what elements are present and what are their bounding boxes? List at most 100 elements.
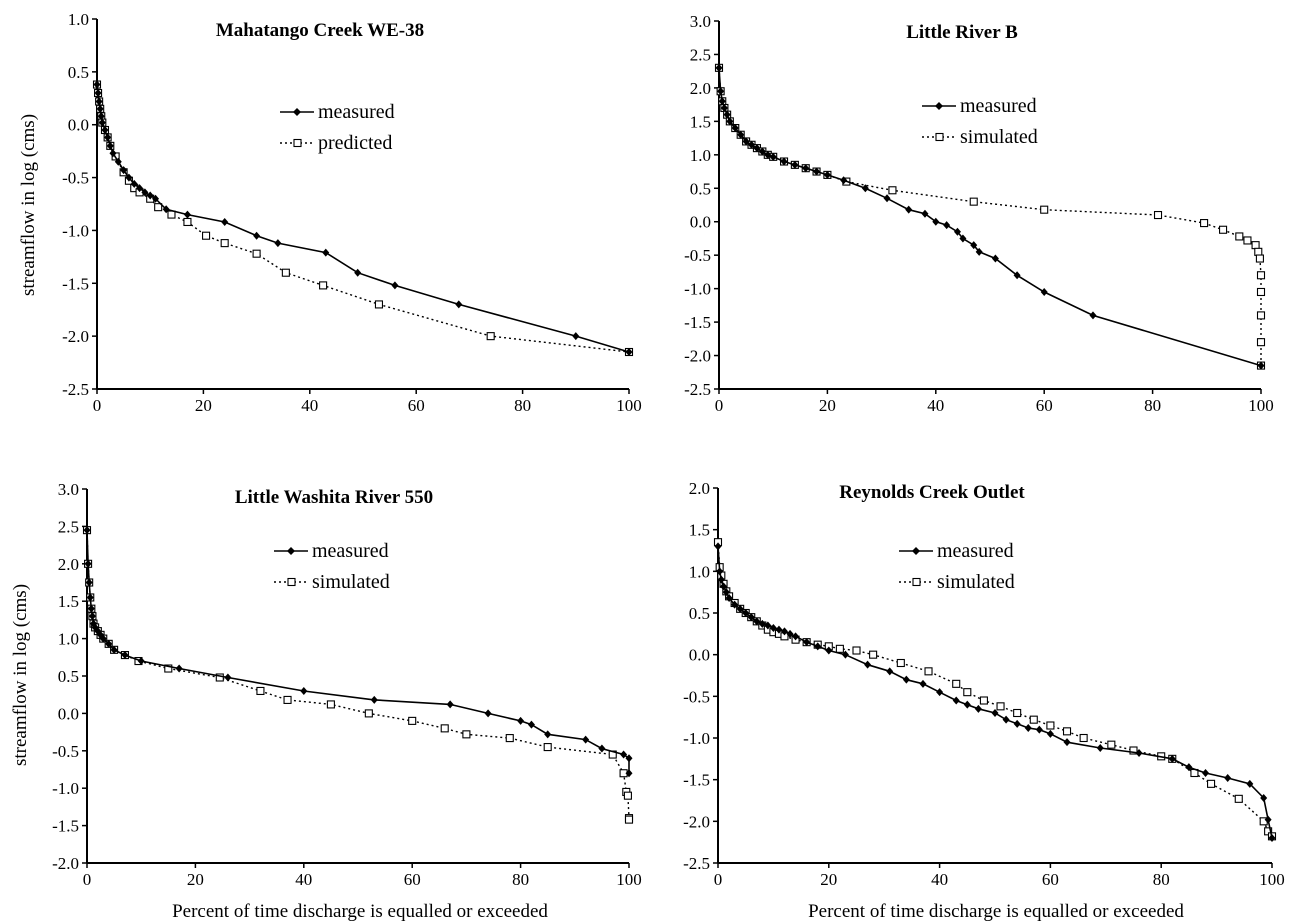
y-tick-label: 3.0	[58, 480, 79, 499]
data-point-simulated	[888, 186, 897, 195]
data-point-measured	[446, 700, 454, 709]
panel-title: Mahatango Creek WE-38	[216, 20, 424, 41]
data-point-measured	[1185, 763, 1193, 772]
data-point-simulated	[924, 667, 933, 676]
data-point-measured	[722, 588, 730, 597]
data-point-measured	[717, 87, 725, 96]
data-point-measured	[975, 247, 983, 256]
y-tick-label: -2.0	[684, 347, 711, 366]
legend-label-measured: measured	[318, 101, 395, 123]
data-point-measured	[106, 141, 114, 150]
data-point-simulated	[1200, 219, 1209, 228]
data-point-measured	[1264, 815, 1272, 824]
data-point-measured	[625, 769, 633, 778]
panel-title: Little River B	[906, 22, 1018, 43]
data-point-measured	[731, 600, 739, 609]
data-point-measured	[718, 97, 726, 106]
y-tick-label: -2.5	[683, 854, 710, 873]
data-point-simulated	[896, 658, 905, 668]
x-tick-label: 40	[295, 870, 312, 889]
y-tick-label: -0.5	[52, 742, 79, 761]
data-point-simulated	[1255, 254, 1264, 263]
data-point-measured	[813, 167, 821, 176]
y-tick-label: 1.0	[689, 562, 710, 581]
data-point-simulated	[440, 724, 449, 733]
data-point-measured	[803, 638, 811, 647]
data-point-measured	[322, 248, 330, 257]
data-point-simulated	[1251, 241, 1260, 250]
x-tick-label: 60	[1042, 870, 1059, 889]
data-point-measured	[1096, 744, 1104, 752]
data-point-simulated	[283, 695, 292, 704]
legend-label-measured: measured	[312, 540, 389, 562]
data-point-measured	[753, 617, 761, 626]
panel-title: Little Washita River 550	[235, 487, 433, 508]
data-point-simulated	[1079, 733, 1088, 743]
data-point-measured	[905, 205, 913, 214]
data-point-measured	[121, 651, 129, 660]
data-point-predicted	[281, 268, 290, 277]
y-tick-label: -1.5	[62, 274, 89, 293]
y-tick-label: 0.0	[689, 646, 710, 665]
data-point-simulated	[1040, 205, 1049, 214]
data-point-measured	[183, 210, 191, 219]
data-point-measured	[959, 234, 967, 243]
data-point-simulated	[835, 644, 844, 653]
data-point-measured	[720, 582, 728, 591]
data-point-simulated	[1254, 247, 1263, 256]
data-point-measured	[731, 124, 739, 133]
data-point-measured	[95, 97, 103, 106]
y-tick-label: -2.0	[62, 327, 89, 346]
data-point-measured	[991, 254, 999, 263]
y-tick-label: 2.0	[58, 555, 79, 574]
data-point-measured	[786, 629, 794, 638]
x-tick-label: 80	[512, 870, 529, 889]
x-tick-label: 40	[931, 870, 948, 889]
data-point-measured	[742, 137, 750, 146]
data-point-predicted	[167, 210, 176, 219]
data-point-simulated	[1219, 225, 1228, 234]
data-point-simulated	[1129, 746, 1138, 755]
data-point-measured	[1024, 724, 1032, 732]
data-point-simulated	[979, 696, 988, 705]
x-tick-label: 20	[195, 396, 212, 415]
y-tick-label: -1.5	[52, 817, 79, 836]
data-point-measured	[952, 696, 960, 705]
data-point-predicted	[202, 231, 211, 240]
data-point-measured	[714, 542, 722, 551]
data-point-measured	[921, 209, 929, 218]
y-tick-label: -1.5	[684, 313, 711, 332]
data-point-simulated	[1243, 236, 1252, 245]
y-tick-label: 1.5	[58, 592, 79, 611]
data-point-measured	[274, 239, 282, 248]
data-point-measured	[253, 231, 261, 240]
data-point-simulated	[364, 709, 373, 718]
x-tick-label: 40	[927, 396, 944, 415]
data-point-measured	[764, 621, 772, 630]
data-point-measured	[162, 205, 170, 214]
x-axis-label-right: Percent of time discharge is equalled or…	[808, 901, 1184, 922]
data-point-predicted	[154, 203, 163, 212]
y-axis-label-top: streamflow in log (cms)	[18, 114, 39, 296]
data-point-measured	[98, 118, 106, 127]
data-point-measured	[141, 188, 149, 197]
legend-label-simulated: simulated	[960, 126, 1038, 148]
data-point-predicted	[486, 332, 495, 341]
data-point-measured	[104, 133, 112, 142]
legend-label-predicted: predicted	[318, 132, 392, 154]
y-tick-label: -2.0	[52, 854, 79, 873]
y-tick-label: 0.5	[58, 667, 79, 686]
data-point-measured	[88, 612, 96, 621]
x-tick-label: 20	[187, 870, 204, 889]
data-point-measured	[175, 664, 183, 673]
x-tick-label: 100	[1248, 396, 1274, 415]
data-point-measured	[221, 217, 229, 226]
data-point-measured	[970, 241, 978, 250]
data-point-measured	[861, 184, 869, 193]
data-point-simulated	[462, 730, 471, 739]
y-tick-label: -0.5	[62, 169, 89, 188]
data-point-measured	[101, 126, 109, 134]
data-point-measured	[748, 140, 756, 149]
data-point-predicted	[183, 217, 192, 227]
x-tick-label: 80	[1144, 396, 1161, 415]
